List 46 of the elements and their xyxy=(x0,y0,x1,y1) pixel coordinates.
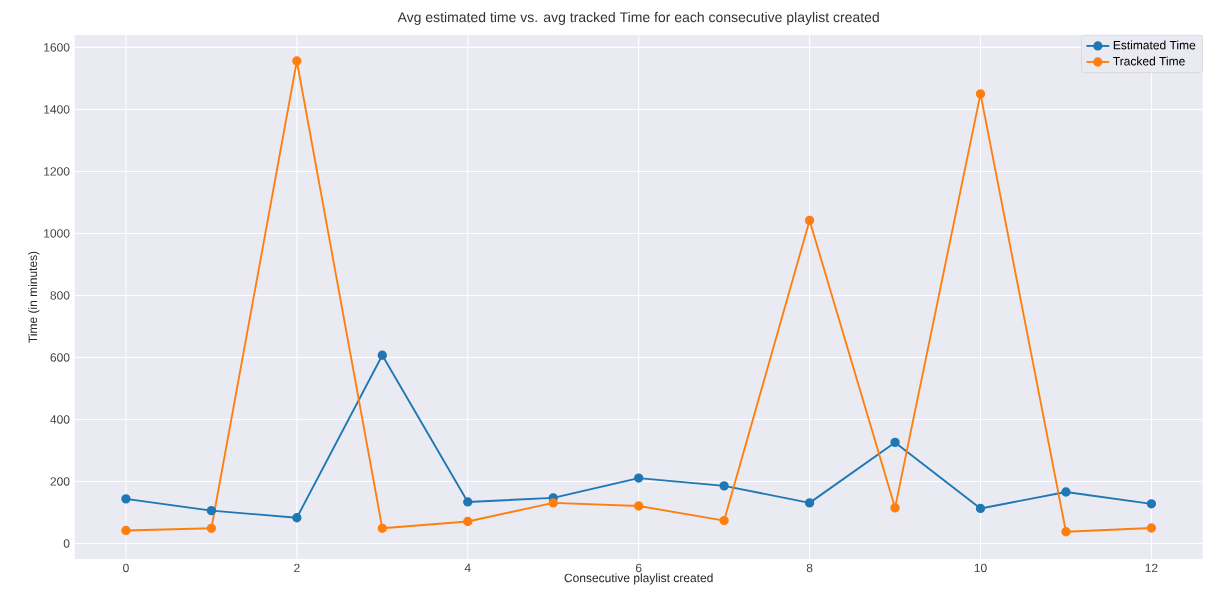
point xyxy=(719,481,729,491)
y-tick-label: 1400 xyxy=(44,105,70,114)
y-tick-label: 1200 xyxy=(44,167,70,176)
point xyxy=(548,498,558,508)
y-tick-label: 200 xyxy=(50,477,70,486)
x-tick-label: 10 xyxy=(974,563,987,573)
x-tick-label: 4 xyxy=(464,563,471,572)
point xyxy=(1061,487,1071,497)
y-tick-label: 600 xyxy=(50,353,70,362)
point xyxy=(975,89,986,99)
x-tick-label: 2 xyxy=(294,563,300,573)
x-axis-title: Consecutive playlist created xyxy=(564,573,713,585)
point xyxy=(1146,523,1157,533)
point xyxy=(292,513,302,523)
point xyxy=(890,503,900,513)
point xyxy=(804,215,815,226)
point xyxy=(292,56,302,66)
point xyxy=(1061,527,1071,537)
legend-label: Tracked Time xyxy=(1113,56,1185,66)
y-tick-label: 800 xyxy=(50,291,70,300)
legend-label: Estimated Time xyxy=(1113,40,1196,50)
point xyxy=(377,523,387,533)
y-tick-label: 1600 xyxy=(44,43,70,52)
point xyxy=(121,494,131,504)
y-tick-label: 0 xyxy=(63,539,70,548)
point xyxy=(1146,499,1157,509)
point xyxy=(463,497,473,507)
point xyxy=(121,525,131,536)
point xyxy=(377,350,387,360)
x-tick-label: 6 xyxy=(635,563,642,573)
y-tick-label: 400 xyxy=(50,415,70,424)
x-tick-label: 8 xyxy=(806,563,813,573)
point xyxy=(206,505,217,516)
point xyxy=(719,515,729,526)
x-tick-label: 12 xyxy=(1145,563,1158,573)
y-axis-title: Time (in minutes) xyxy=(28,251,40,343)
point xyxy=(975,503,986,514)
point xyxy=(890,437,900,448)
point xyxy=(634,473,644,483)
point xyxy=(463,516,473,527)
y-tick-label: 1000 xyxy=(44,229,70,238)
x-tick-label: 0 xyxy=(123,563,129,573)
point xyxy=(804,498,815,508)
point xyxy=(634,501,644,511)
point xyxy=(206,523,217,533)
chart-title: Avg estimated time vs. avg tracked Time for each consecutive playlist created xyxy=(397,11,879,25)
